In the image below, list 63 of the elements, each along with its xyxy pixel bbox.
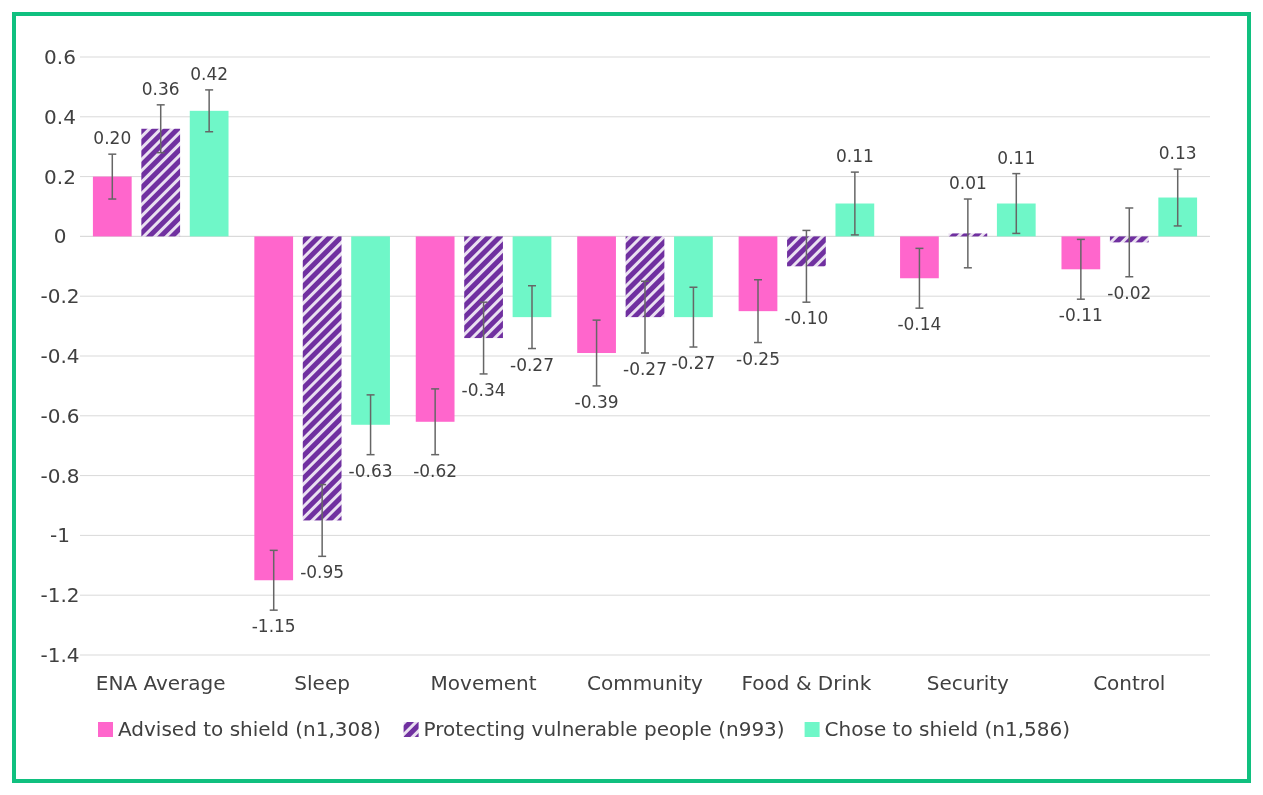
- legend-label: Protecting vulnerable people (n993): [423, 717, 785, 741]
- data-label: -0.11: [1058, 305, 1103, 326]
- legend-label: Chose to shield (n1,586): [824, 717, 1071, 741]
- data-label: 0.01: [948, 173, 987, 194]
- y-tick-label: -1.4: [40, 643, 80, 667]
- data-label: -0.27: [671, 353, 716, 374]
- data-label: -0.27: [623, 359, 667, 380]
- data-label: 0.36: [141, 78, 180, 99]
- bar: [189, 110, 229, 237]
- data-label: -0.10: [784, 308, 829, 329]
- data-label: 0.11: [835, 146, 874, 167]
- bar: [577, 236, 616, 354]
- data-label: -0.27: [510, 354, 554, 375]
- data-label: 0.13: [1158, 143, 1197, 164]
- data-label: -0.34: [461, 379, 506, 400]
- x-tick-label: Movement: [430, 671, 537, 695]
- bar: [787, 236, 826, 267]
- y-tick-label: -0.6: [40, 403, 80, 428]
- bar: [996, 203, 1036, 237]
- bar: [674, 236, 713, 318]
- bar: [900, 236, 939, 279]
- bar: [1158, 197, 1198, 237]
- data-label: 0.20: [93, 128, 132, 149]
- x-tick-label: ENA Average: [95, 671, 226, 695]
- data-label: -0.25: [736, 348, 780, 369]
- y-tick-label: 0.2: [44, 164, 76, 189]
- data-label: -0.62: [413, 460, 458, 481]
- bar: [512, 236, 552, 318]
- y-tick-label: 0.4: [44, 104, 76, 129]
- data-label: -1.15: [251, 616, 296, 637]
- data-label: 0.11: [997, 147, 1036, 168]
- x-tick-label: Community: [587, 671, 704, 695]
- data-label: -0.95: [300, 562, 345, 583]
- bar: [302, 236, 342, 521]
- y-tick-label: 0.6: [44, 45, 76, 69]
- y-tick-label: -0.2: [40, 284, 80, 309]
- bar: [415, 236, 455, 422]
- y-tick-label: -1: [50, 523, 70, 548]
- data-label: 0.42: [190, 63, 229, 84]
- y-tick-label: -1.2: [40, 583, 80, 608]
- legend-label: Advised to shield (n1,308): [118, 717, 381, 741]
- bar: [141, 128, 181, 237]
- bar: [1061, 236, 1101, 270]
- y-tick-label: -0.8: [40, 463, 80, 488]
- y-tick-label: -0.4: [40, 344, 80, 368]
- x-tick-label: Sleep: [294, 671, 350, 695]
- x-tick-label: Food & Drink: [741, 671, 872, 695]
- bar: [351, 236, 390, 425]
- bar: [1109, 236, 1149, 243]
- bar: [92, 176, 132, 237]
- bar: [835, 203, 875, 237]
- y-tick-label: 0: [53, 224, 67, 249]
- bar: [625, 236, 665, 318]
- bar: [948, 233, 988, 237]
- bar: [464, 236, 503, 339]
- data-label: -0.02: [1107, 282, 1152, 303]
- data-label: -0.14: [897, 314, 942, 335]
- x-tick-label: Security: [926, 671, 1010, 695]
- bar: [254, 236, 294, 581]
- x-tick-label: Control: [1093, 671, 1166, 695]
- bar: [738, 236, 778, 312]
- data-label: -0.39: [574, 391, 619, 412]
- data-label: -0.63: [348, 460, 393, 481]
